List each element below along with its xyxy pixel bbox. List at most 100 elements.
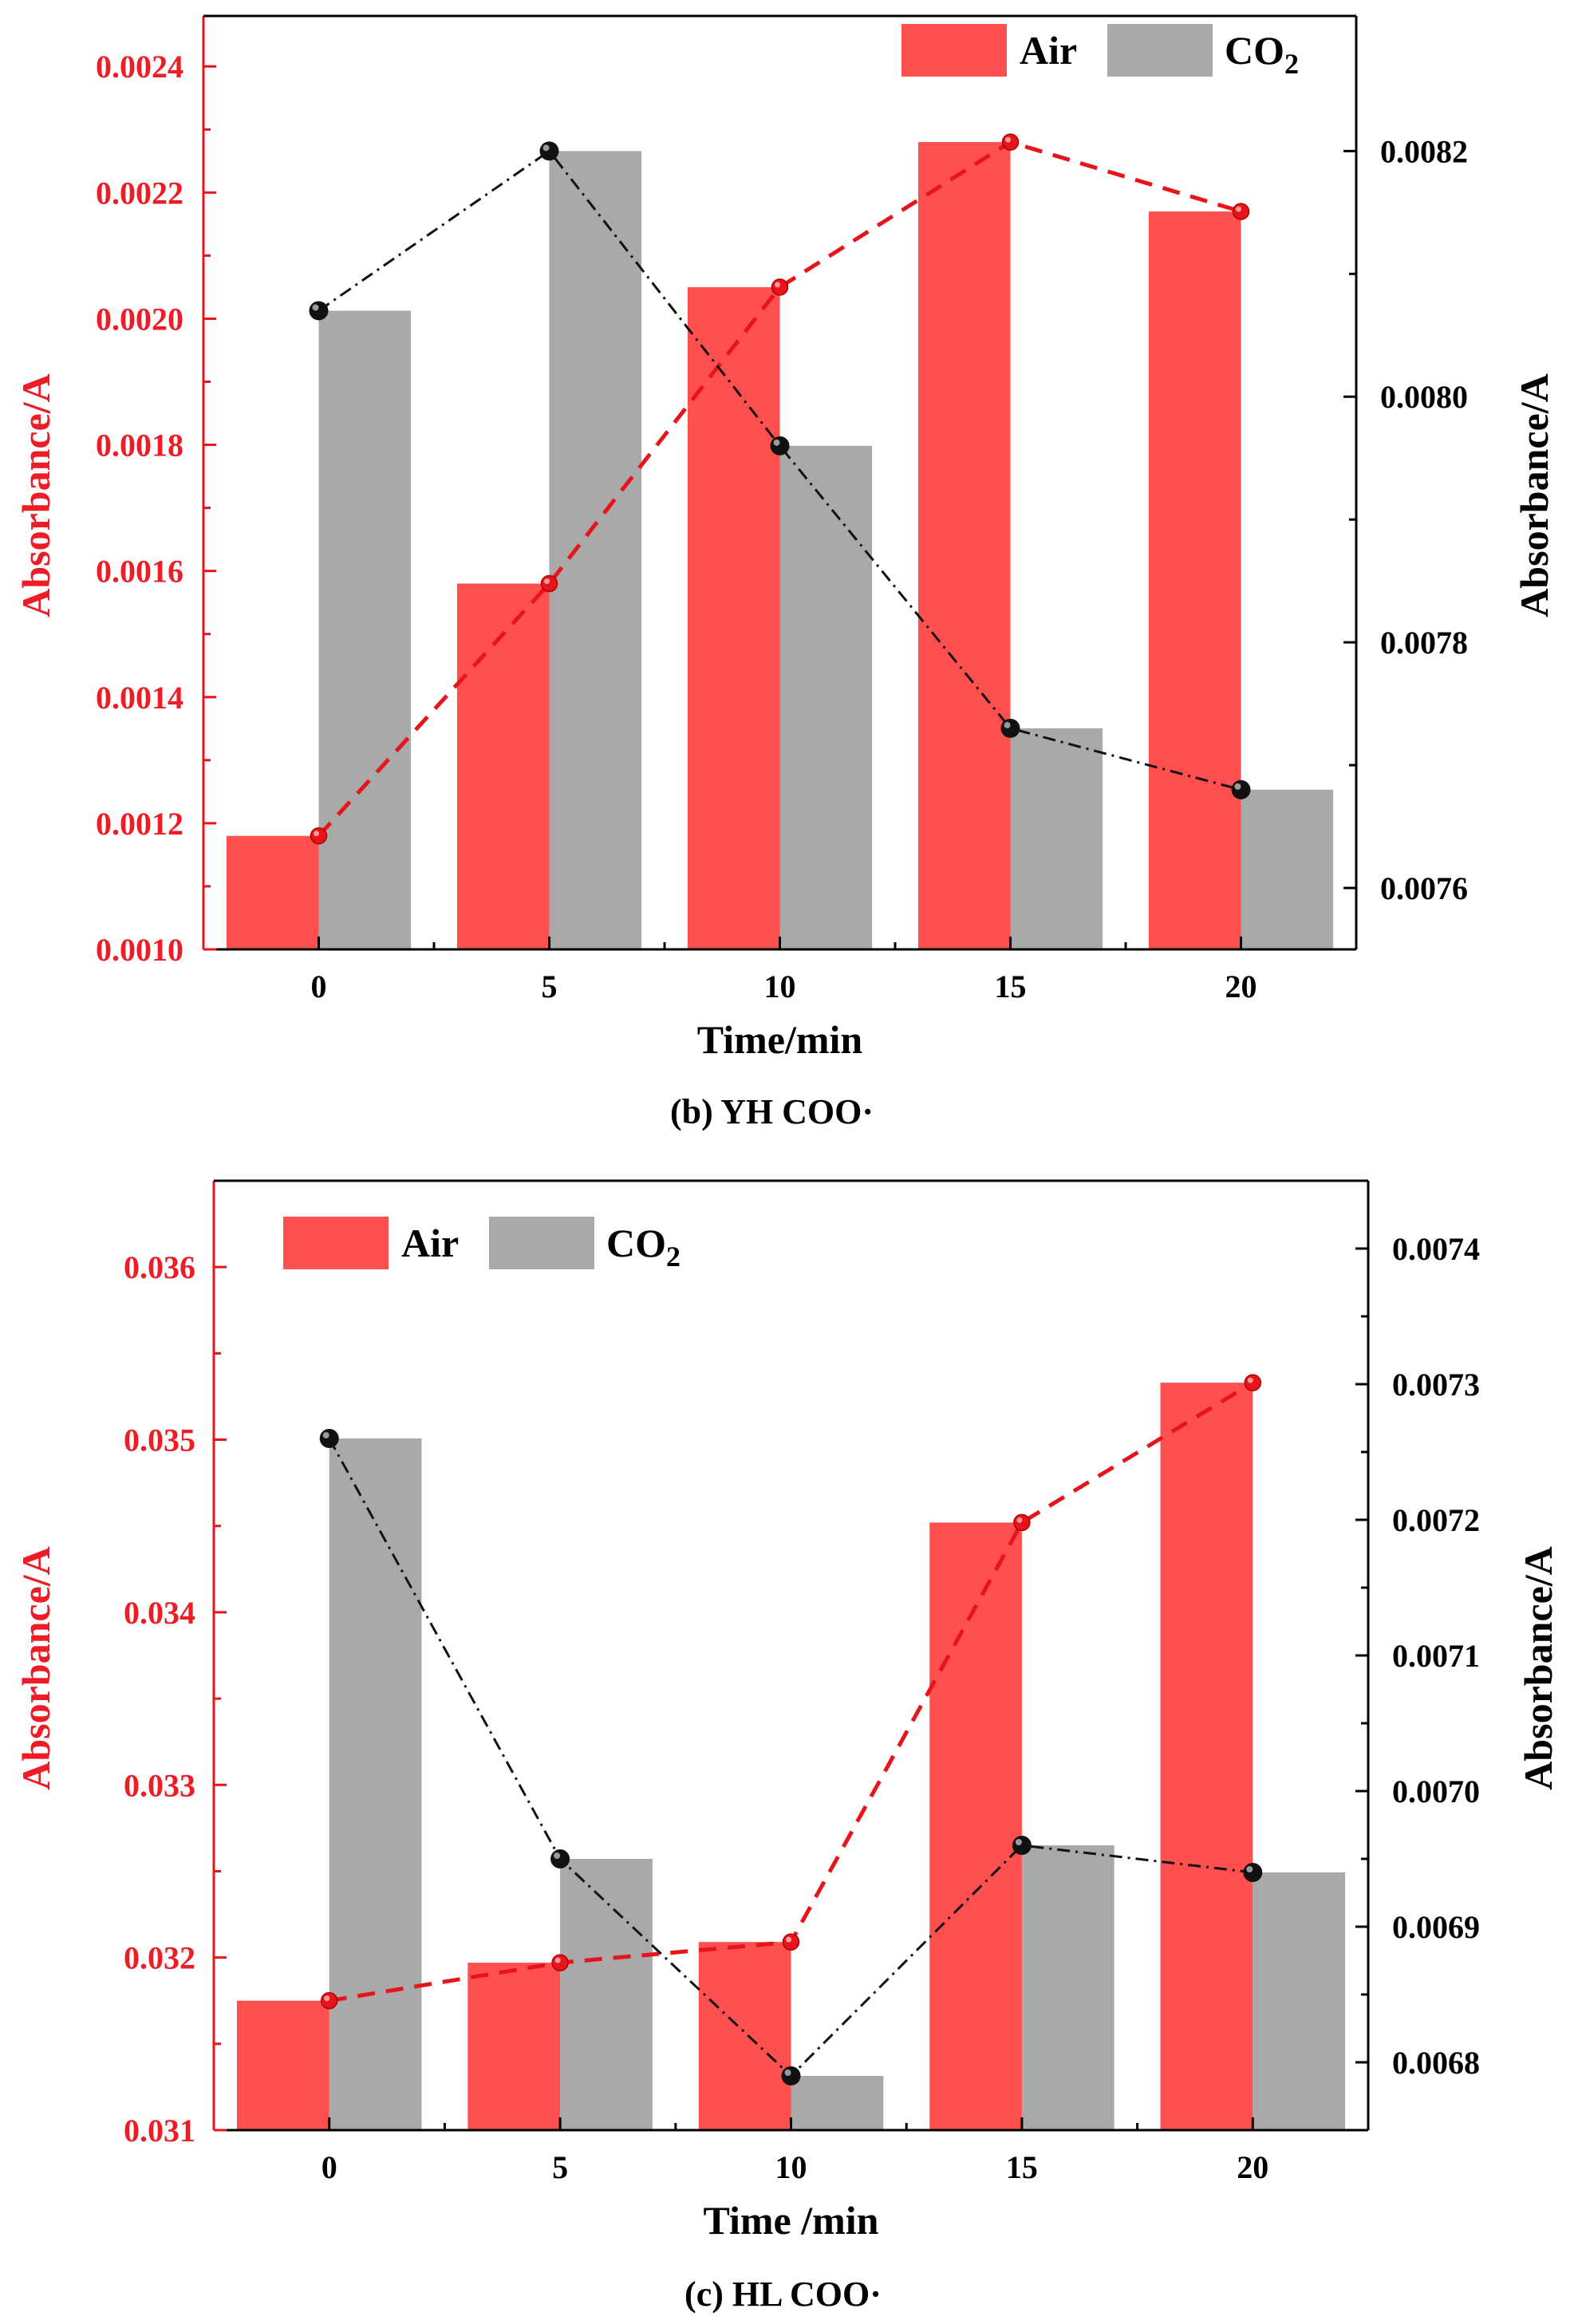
- air-point-highlight: [1005, 136, 1011, 143]
- air-point: [771, 278, 789, 296]
- co2-point-highlight: [784, 2070, 791, 2076]
- x-axis-title: Time /min: [704, 2198, 879, 2243]
- co2-point: [550, 1849, 570, 1868]
- bar-co2: [549, 151, 642, 949]
- left-tick-label: 0.033: [124, 1767, 195, 1803]
- left-tick-label: 0.0016: [96, 554, 183, 590]
- bar-air: [929, 1522, 1022, 2130]
- co2-point-highlight: [312, 304, 319, 311]
- air-point: [782, 1933, 800, 1951]
- legend-co2-swatch: [489, 1217, 594, 1269]
- left-tick-label: 0.0024: [96, 49, 183, 85]
- bar-air: [226, 835, 319, 949]
- left-tick-label: 0.032: [124, 1940, 195, 1976]
- right-tick-label: 0.0068: [1392, 2045, 1480, 2081]
- bar-co2: [329, 1438, 422, 2130]
- co2-point-highlight: [1004, 721, 1011, 728]
- air-trend-line: [329, 1381, 1254, 2003]
- right-tick-label: 0.0082: [1380, 133, 1468, 169]
- x-tick-label: 5: [542, 969, 558, 1004]
- right-tick-label: 0.0071: [1392, 1638, 1480, 1674]
- left-axis-title: Absorbance/A: [14, 373, 58, 617]
- bar-co2: [1010, 728, 1103, 949]
- right-tick-label: 0.0076: [1380, 870, 1468, 906]
- left-tick-label: 0.031: [124, 2113, 195, 2148]
- left-tick-label: 0.0010: [96, 932, 183, 968]
- bar-air: [687, 286, 780, 949]
- co2-point: [319, 1429, 339, 1448]
- x-tick-label: 0: [311, 969, 327, 1004]
- co2-point: [1243, 1863, 1263, 1882]
- left-axis-title: Absorbance/A: [14, 1546, 58, 1790]
- co2-point-highlight: [1246, 1866, 1253, 1872]
- x-tick-label: 0: [322, 2149, 337, 2185]
- panel-caption: (c) HL COO·: [684, 2275, 882, 2314]
- co2-point: [781, 2066, 801, 2085]
- bar-air: [1160, 1383, 1253, 2130]
- right-tick-label: 0.0069: [1392, 1909, 1480, 1945]
- legend-air-swatch: [901, 24, 1007, 77]
- legend-air-swatch: [283, 1217, 389, 1269]
- co2-point-highlight: [542, 144, 550, 152]
- chart-panel-1: 0.031 0.032 0.033 0.034 0.035 0.036 0.0068 0.00…: [14, 1179, 1560, 2314]
- legend-co2-swatch: [1107, 24, 1213, 77]
- air-point-highlight: [554, 1957, 561, 1963]
- air-point: [1013, 1513, 1031, 1532]
- air-point: [540, 574, 558, 593]
- air-trend-line: [317, 140, 1242, 838]
- co2-point-highlight: [1015, 1839, 1022, 1845]
- air-point: [320, 1991, 338, 2010]
- bar-air: [467, 1963, 561, 2130]
- right-tick-label: 0.0072: [1392, 1502, 1480, 1538]
- air-point: [1244, 1374, 1262, 1391]
- left-tick-label: 0.034: [124, 1595, 195, 1631]
- left-tick-label: 0.0012: [96, 806, 183, 842]
- x-tick-label: 20: [1225, 969, 1257, 1004]
- left-tick-label: 0.0022: [96, 175, 183, 211]
- co2-point: [309, 301, 329, 321]
- bar-air: [698, 1942, 791, 2130]
- x-tick-label: 20: [1237, 2149, 1268, 2185]
- bar-co2: [1241, 789, 1334, 949]
- right-tick-label: 0.0073: [1392, 1367, 1480, 1403]
- bar-co2: [779, 445, 873, 949]
- left-tick-label: 0.0018: [96, 428, 183, 464]
- legend-co2-text: CO: [1225, 28, 1284, 73]
- left-tick-label: 0.0020: [96, 301, 183, 337]
- air-point-highlight: [544, 578, 550, 584]
- co2-point: [1231, 779, 1251, 799]
- air-point-highlight: [324, 1995, 330, 2002]
- air-point: [310, 827, 328, 845]
- panel-caption: (b) YH COO·: [670, 1092, 874, 1131]
- air-point: [1001, 133, 1020, 151]
- air-point-highlight: [314, 831, 319, 837]
- bar-co2: [791, 2076, 884, 2130]
- right-axis-title: Absorbance/A: [1512, 373, 1556, 617]
- bar-co2: [560, 1859, 653, 2130]
- air-point: [551, 1954, 569, 1971]
- co2-point-highlight: [322, 1432, 329, 1438]
- co2-point: [539, 141, 559, 161]
- legend: Air CO2: [283, 1217, 681, 1272]
- legend-air-label: Air: [1020, 28, 1077, 73]
- right-tick-label: 0.0070: [1392, 1774, 1480, 1809]
- x-tick-label: 15: [1006, 2149, 1038, 2185]
- right-tick-label: 0.0078: [1380, 625, 1468, 661]
- right-tick-label: 0.0080: [1380, 379, 1468, 415]
- co2-point: [1012, 1836, 1032, 1855]
- left-tick-label: 0.036: [124, 1249, 195, 1285]
- co2-point-highlight: [554, 1852, 561, 1859]
- right-axis-title: Absorbance/A: [1516, 1546, 1560, 1790]
- legend-co2-label: CO2: [1225, 28, 1299, 80]
- legend: Air CO2: [901, 24, 1299, 80]
- bar-air: [236, 2000, 329, 2130]
- legend-co2-text: CO: [606, 1221, 666, 1265]
- co2-point-highlight: [1234, 783, 1241, 790]
- left-tick-label: 0.0014: [96, 680, 183, 716]
- bar-co2: [318, 310, 412, 949]
- bar-air: [456, 583, 550, 949]
- air-point-highlight: [786, 1936, 791, 1943]
- legend-co2-subscript: 2: [1284, 48, 1299, 80]
- co2-point-highlight: [773, 439, 780, 446]
